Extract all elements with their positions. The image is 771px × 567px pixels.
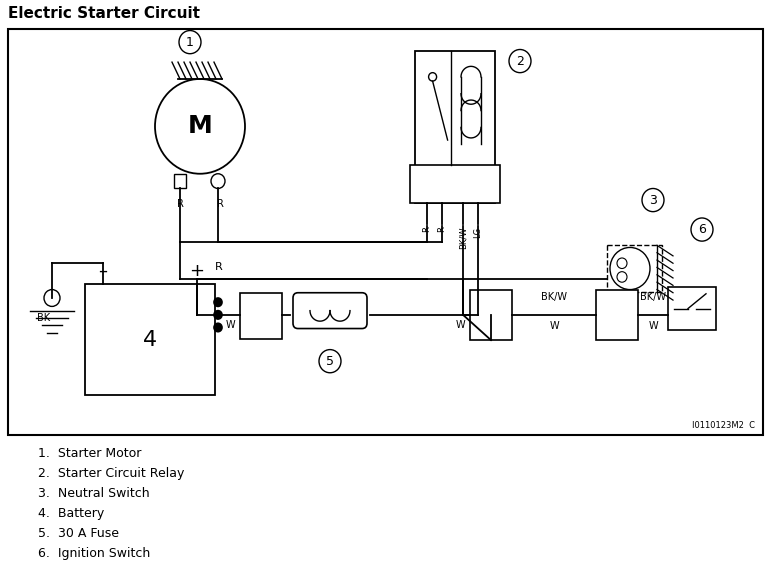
Text: 1.  Starter Motor: 1. Starter Motor (39, 447, 142, 460)
Text: BK: BK (38, 313, 51, 323)
Text: 6.  Ignition Switch: 6. Ignition Switch (39, 547, 150, 560)
Text: 3: 3 (649, 193, 657, 206)
Bar (596, 290, 638, 340)
Text: W: W (549, 321, 559, 331)
Text: M: M (187, 115, 212, 138)
Bar (470, 290, 512, 340)
Circle shape (429, 73, 436, 81)
Text: 4: 4 (143, 329, 157, 350)
Text: R: R (215, 262, 223, 272)
Text: R: R (217, 199, 224, 209)
Circle shape (642, 188, 664, 211)
Text: W: W (648, 321, 658, 331)
Circle shape (179, 31, 201, 54)
Text: R: R (437, 226, 446, 232)
Text: R: R (177, 199, 183, 209)
Bar (668, 287, 716, 329)
Circle shape (610, 247, 650, 290)
Circle shape (319, 350, 341, 373)
Bar (85, 284, 215, 395)
Text: 2: 2 (516, 54, 524, 67)
Circle shape (214, 323, 222, 332)
Text: BK/W: BK/W (541, 292, 567, 302)
Bar (410, 165, 500, 203)
Text: +: + (190, 262, 204, 280)
Text: BK/W: BK/W (459, 226, 467, 249)
Bar (240, 293, 282, 339)
Circle shape (214, 298, 222, 306)
FancyBboxPatch shape (293, 293, 367, 328)
Text: 2.  Starter Circuit Relay: 2. Starter Circuit Relay (39, 467, 184, 480)
Bar (607, 246, 662, 291)
Circle shape (211, 174, 225, 188)
Text: 6: 6 (698, 223, 706, 236)
Bar (174, 174, 186, 188)
Text: 4.  Battery: 4. Battery (39, 507, 105, 520)
Text: 5: 5 (326, 355, 334, 367)
Text: 5.  30 A Fuse: 5. 30 A Fuse (39, 527, 120, 540)
Text: R: R (423, 226, 432, 232)
Text: 3.  Neutral Switch: 3. Neutral Switch (39, 487, 150, 500)
Text: LG: LG (473, 226, 483, 238)
Circle shape (44, 290, 60, 306)
Bar (415, 50, 495, 203)
Circle shape (155, 79, 245, 174)
Text: BK/W: BK/W (640, 292, 666, 302)
Text: 1: 1 (186, 36, 194, 49)
Circle shape (509, 49, 531, 73)
Circle shape (691, 218, 713, 241)
Text: Electric Starter Circuit: Electric Starter Circuit (8, 6, 200, 21)
Text: W: W (225, 320, 235, 330)
Text: –: – (99, 262, 107, 280)
Text: I0110123M2  C: I0110123M2 C (692, 421, 755, 430)
Circle shape (214, 311, 222, 319)
Text: W: W (456, 320, 465, 330)
